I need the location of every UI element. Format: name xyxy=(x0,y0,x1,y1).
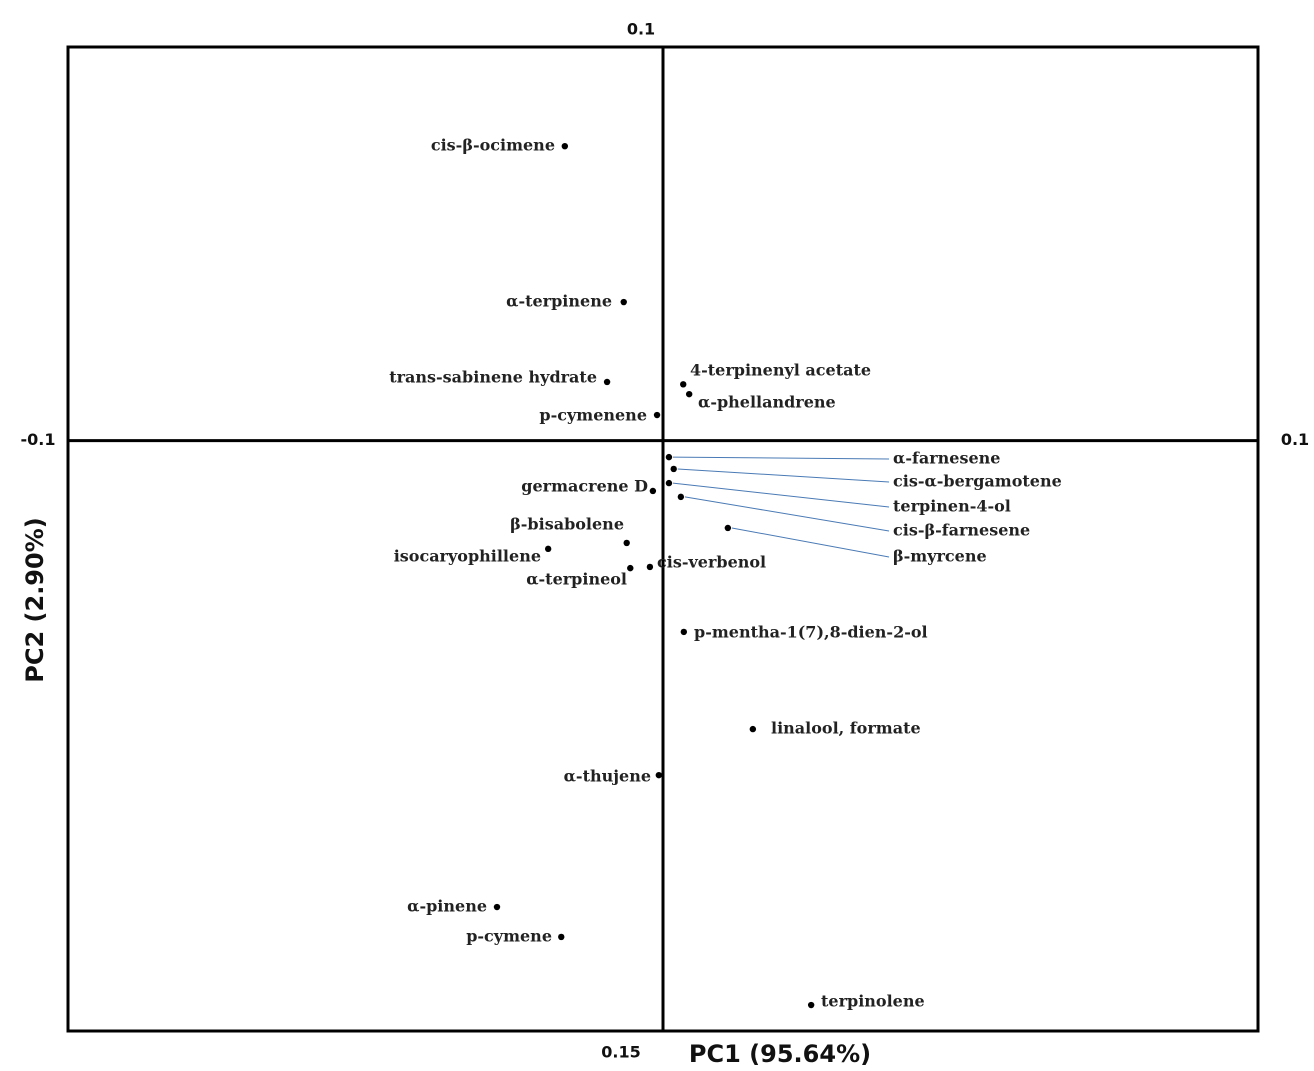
leader-line xyxy=(672,456,890,460)
point xyxy=(677,493,685,501)
point xyxy=(561,142,569,150)
point-label: isocaryophillene xyxy=(394,547,541,566)
point xyxy=(749,725,757,733)
x-tick-label: 0.1 xyxy=(1281,430,1309,449)
point-label: cis-α-bergamotene xyxy=(893,472,1062,491)
point-label: cis-β-farnesene xyxy=(893,521,1030,540)
point-label: cis-β-ocimene xyxy=(431,136,555,155)
point xyxy=(558,933,565,941)
point xyxy=(655,771,663,779)
point xyxy=(665,453,673,461)
point-label: β-bisabolene xyxy=(510,515,624,534)
leader-line xyxy=(672,482,890,508)
point-label: trans-sabinene hydrate xyxy=(389,368,597,387)
point xyxy=(620,298,627,306)
point-label: germacrene D xyxy=(521,477,648,496)
point xyxy=(603,378,611,386)
point-label: terpinolene xyxy=(821,992,925,1011)
x-axis-title: PC1 (95.64%) xyxy=(689,1040,871,1068)
point xyxy=(627,564,634,572)
leader-line xyxy=(684,496,890,532)
point-label: α-phellandrene xyxy=(698,393,836,412)
point xyxy=(493,903,501,911)
point xyxy=(649,487,657,495)
point xyxy=(807,1001,815,1009)
point xyxy=(623,539,630,547)
leader-line xyxy=(731,527,890,558)
point xyxy=(544,545,552,553)
point-label: p-cymene xyxy=(466,927,552,946)
point xyxy=(665,479,673,487)
point-label: p-cymenene xyxy=(539,406,647,425)
point xyxy=(680,381,687,388)
point xyxy=(685,390,693,398)
point-label: terpinen-4-ol xyxy=(893,497,1011,516)
point-label: α-terpinene xyxy=(506,292,612,311)
point xyxy=(653,411,661,419)
point xyxy=(680,628,688,636)
point xyxy=(670,465,677,473)
y-tick-label: 0.1 xyxy=(627,20,655,39)
point-label: α-thujene xyxy=(564,767,651,786)
x-tick-label: -0.1 xyxy=(21,430,56,449)
point-label: α-farnesene xyxy=(893,449,1000,468)
point-label: p-mentha-1(7),8-dien-2-ol xyxy=(694,623,928,642)
point-label: cis-verbenol xyxy=(657,553,766,572)
leader-line xyxy=(677,468,890,483)
y-tick-label: 0.15 xyxy=(601,1043,640,1062)
point-label: α-pinene xyxy=(407,897,487,916)
point-label: α-terpineol xyxy=(526,570,627,589)
point-label: β-myrcene xyxy=(893,547,987,566)
y-axis-title: PC2 (2.90%) xyxy=(21,517,49,682)
point xyxy=(724,524,732,532)
point-label: 4-terpinenyl acetate xyxy=(690,361,871,380)
point xyxy=(646,563,654,571)
point-label: linalool, formate xyxy=(771,719,921,738)
